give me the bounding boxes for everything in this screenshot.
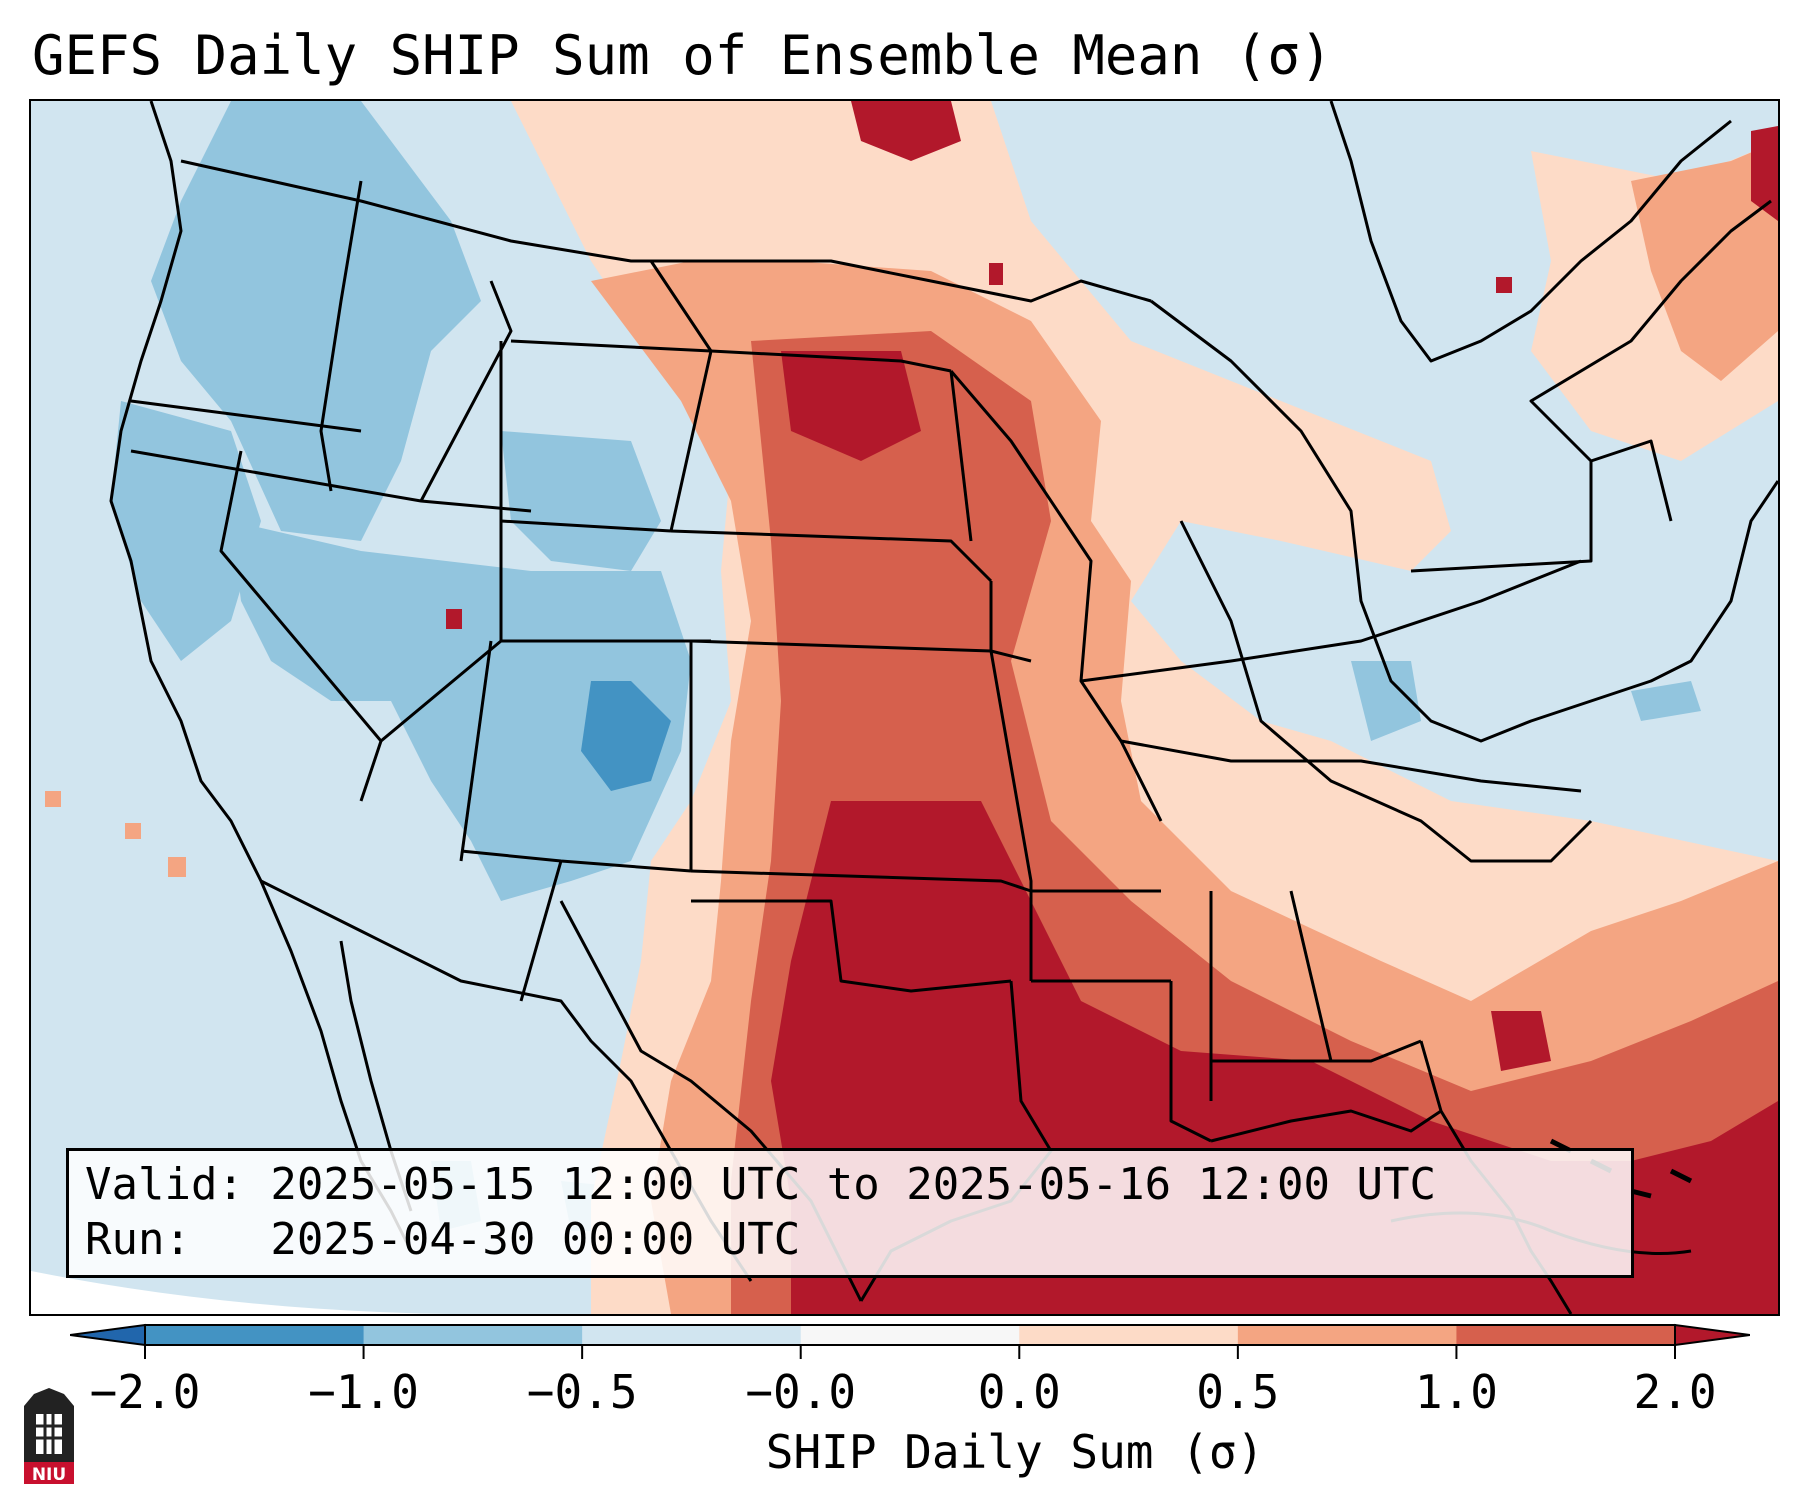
colorbar-tick-label: −2.0 (89, 1365, 201, 1419)
colorbar-tick-label: 0.5 (1196, 1365, 1280, 1419)
map-title: GEFS Daily SHIP Sum of Ensemble Mean (σ) (32, 24, 1333, 87)
colorbar-segment (800, 1325, 1020, 1345)
colorbar-tick-label: 1.0 (1414, 1365, 1498, 1419)
colorbar (70, 1323, 1750, 1359)
colorbar-segment (1456, 1325, 1676, 1345)
valid-run-info-box: Valid: 2025-05-15 12:00 UTC to 2025-05-1… (66, 1148, 1634, 1278)
colorbar-segment (1237, 1325, 1457, 1345)
colorbar-tick-label: −0.5 (526, 1365, 638, 1419)
colorbar-extend-high (1674, 1323, 1750, 1347)
niu-logo-icon: NIU (24, 1388, 74, 1485)
map-frame (29, 99, 1780, 1316)
ship-anomaly-map (31, 101, 1778, 1314)
map-domain-edge (31, 1271, 451, 1314)
run-time-text: Run: 2025-04-30 00:00 UTC (85, 1214, 801, 1265)
state-borders (109, 101, 1778, 1314)
colorbar-tick-label: −0.0 (745, 1365, 857, 1419)
colorbar-segment (582, 1325, 802, 1345)
colorbar-label: SHIP Daily Sum (σ) (765, 1425, 1265, 1479)
colorbar-outline (144, 1324, 1676, 1346)
colorbar-tick-label: 2.0 (1633, 1365, 1717, 1419)
colorbar-tick-label: 0.0 (977, 1365, 1061, 1419)
colorbar-tick-label: −1.0 (308, 1365, 419, 1419)
colorbar-segment (363, 1325, 583, 1345)
niu-logo-text: NIU (32, 1465, 66, 1485)
colorbar-segment (1019, 1325, 1239, 1345)
valid-time-text: Valid: 2025-05-15 12:00 UTC to 2025-05-1… (85, 1159, 1437, 1210)
colorbar-segment (145, 1325, 365, 1345)
colorbar-extend-low (70, 1323, 146, 1347)
